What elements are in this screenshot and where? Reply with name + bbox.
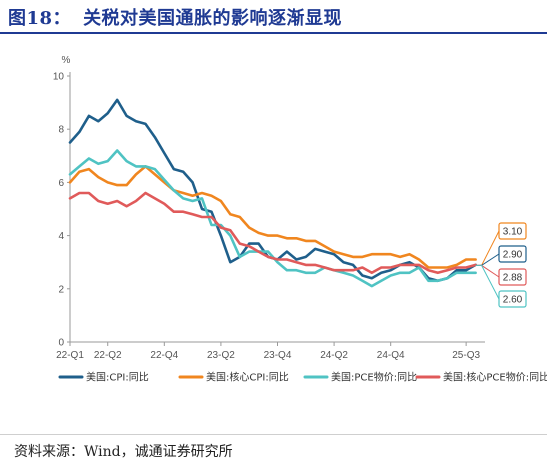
callout-label: 2.60 bbox=[503, 295, 523, 306]
legend-label-3: 美国:核心PCE物价:同比 bbox=[443, 371, 547, 384]
figure-title: 图18： 关税对美国通胀的影响逐渐显现 bbox=[8, 4, 342, 30]
figure-number: 图18： bbox=[8, 8, 72, 29]
y-tick-label: 2 bbox=[58, 284, 64, 295]
source-note: 资料来源：Wind，诚通证券研究所 bbox=[14, 444, 233, 460]
title-rule bbox=[0, 32, 547, 34]
callout-label: 2.88 bbox=[503, 273, 523, 284]
line-chart: % 0 2 4 6 8 10 22-Q1 22-Q2 22-Q4 23-Q2 23-Q4 24-Q2… bbox=[53, 55, 547, 384]
x-tick-label: 22-Q4 bbox=[150, 350, 178, 361]
x-tick-label: 23-Q4 bbox=[264, 350, 292, 361]
callout-box bbox=[498, 268, 527, 286]
y-tick-label: 0 bbox=[58, 338, 64, 349]
callout-leader bbox=[475, 253, 500, 266]
callouts: 3.10 2.90 2.88 2.60 bbox=[475, 222, 527, 308]
figure-title-text: 关税对美国通胀的影响逐渐显现 bbox=[83, 8, 343, 29]
y-tick-label: 8 bbox=[58, 125, 64, 136]
legend-label-1: 美国:核心CPI:同比 bbox=[206, 371, 289, 384]
callout-label: 3.10 bbox=[503, 227, 523, 238]
series-line-1 bbox=[68, 165, 477, 269]
callout-box bbox=[498, 222, 527, 240]
callout-label: 2.90 bbox=[503, 250, 523, 261]
y-tick-label: 6 bbox=[58, 178, 64, 189]
callout-box bbox=[498, 290, 527, 308]
y-axis-unit-label: % bbox=[62, 55, 71, 66]
plot-series bbox=[68, 98, 477, 288]
legend-label-0: 美国:CPI:同比 bbox=[86, 371, 149, 384]
y-tick-label: 10 bbox=[53, 72, 65, 83]
x-axis: 22-Q1 22-Q2 22-Q4 23-Q2 23-Q4 24-Q2 24-Q4 25-Q3 bbox=[56, 341, 485, 361]
callout-box bbox=[498, 245, 527, 263]
callout-leader bbox=[475, 264, 500, 278]
x-tick-label: 25-Q3 bbox=[452, 350, 480, 361]
x-tick-label: 24-Q4 bbox=[377, 350, 405, 361]
series-line-3 bbox=[68, 191, 477, 275]
source-rule bbox=[0, 434, 547, 435]
legend: 美国:CPI:同比 美国:核心CPI:同比 美国:PCE物价:同比 美国:核心PCE物… bbox=[58, 371, 547, 384]
legend-label-2: 美国:PCE物价:同比 bbox=[331, 371, 417, 384]
x-tick-label: 22-Q2 bbox=[94, 350, 122, 361]
x-tick-label: 22-Q1 bbox=[56, 350, 84, 361]
x-tick-label: 23-Q2 bbox=[207, 350, 235, 361]
y-tick-label: 4 bbox=[58, 231, 64, 242]
x-tick-label: 24-Q2 bbox=[320, 350, 348, 361]
series-line-0 bbox=[68, 98, 477, 283]
callout-leader bbox=[475, 230, 500, 266]
callout-leader bbox=[475, 264, 500, 300]
y-axis: 0 2 4 6 8 10 bbox=[53, 72, 71, 349]
